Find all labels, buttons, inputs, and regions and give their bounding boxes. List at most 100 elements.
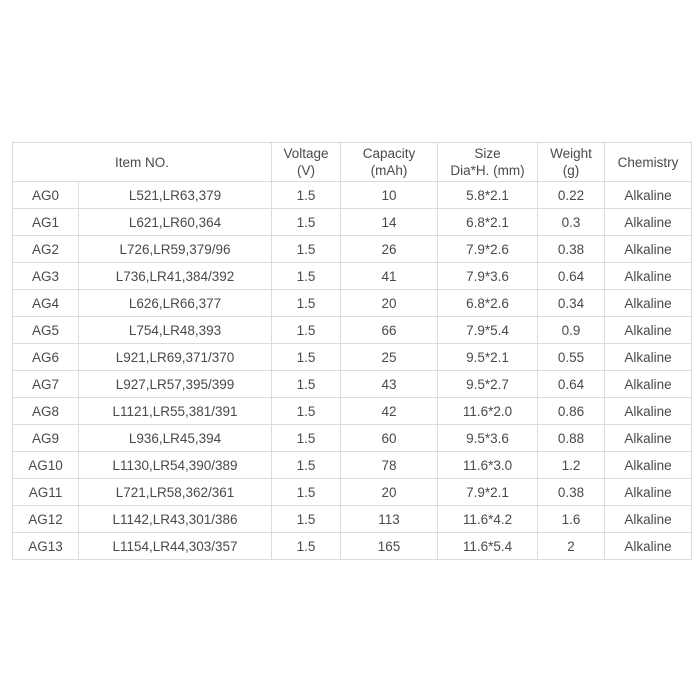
cell-weight: 0.88 bbox=[537, 424, 606, 452]
cell-weight: 2 bbox=[537, 532, 606, 560]
table-row: AG12 L1142,LR43,301/386 1.5 113 11.6*4.2 1.6 A… bbox=[12, 505, 693, 533]
cell-voltage: 1.5 bbox=[271, 424, 342, 452]
table-row: AG4 L626,LR66,377 1.5 20 6.8*2.6 0.34 Alkaline bbox=[12, 289, 693, 317]
cell-size: 9.5*3.6 bbox=[437, 424, 539, 452]
cell-model: AG13 bbox=[12, 532, 79, 560]
cell-size: 7.9*5.4 bbox=[437, 316, 539, 344]
cell-equivalents: L927,LR57,395/399 bbox=[77, 370, 273, 398]
cell-equivalents: L754,LR48,393 bbox=[77, 316, 273, 344]
cell-model: AG11 bbox=[12, 478, 79, 506]
cell-capacity: 14 bbox=[340, 208, 439, 236]
cell-capacity: 113 bbox=[340, 505, 439, 533]
cell-model: AG1 bbox=[12, 208, 79, 236]
cell-model: AG9 bbox=[12, 424, 79, 452]
cell-weight: 0.22 bbox=[537, 181, 606, 209]
cell-voltage: 1.5 bbox=[271, 343, 342, 371]
cell-size: 11.6*3.0 bbox=[437, 451, 539, 479]
cell-weight: 1.2 bbox=[537, 451, 606, 479]
cell-weight: 0.55 bbox=[537, 343, 606, 371]
cell-capacity: 26 bbox=[340, 235, 439, 263]
cell-chemistry: Alkaline bbox=[604, 532, 693, 560]
cell-model: AG7 bbox=[12, 370, 79, 398]
table-row: AG7 L927,LR57,395/399 1.5 43 9.5*2.7 0.64 Alka… bbox=[12, 370, 693, 398]
cell-chemistry: Alkaline bbox=[604, 478, 693, 506]
table-row: AG11 L721,LR58,362/361 1.5 20 7.9*2.1 0.38 Alk… bbox=[12, 478, 693, 506]
table-row: AG13 L1154,LR44,303/357 1.5 165 11.6*5.4 2 Alk… bbox=[12, 532, 693, 560]
table-row: AG3 L736,LR41,384/392 1.5 41 7.9*3.6 0.64 Alka… bbox=[12, 262, 693, 290]
cell-model: AG6 bbox=[12, 343, 79, 371]
battery-spec-table: Item NO. Voltage (V) Capacity (mAh) Size Di… bbox=[11, 142, 693, 560]
cell-chemistry: Alkaline bbox=[604, 397, 693, 425]
cell-model: AG12 bbox=[12, 505, 79, 533]
cell-capacity: 25 bbox=[340, 343, 439, 371]
cell-capacity: 43 bbox=[340, 370, 439, 398]
cell-voltage: 1.5 bbox=[271, 181, 342, 209]
cell-weight: 1.6 bbox=[537, 505, 606, 533]
cell-size: 9.5*2.1 bbox=[437, 343, 539, 371]
cell-size: 5.8*2.1 bbox=[437, 181, 539, 209]
cell-chemistry: Alkaline bbox=[604, 343, 693, 371]
cell-weight: 0.86 bbox=[537, 397, 606, 425]
cell-equivalents: L721,LR58,362/361 bbox=[77, 478, 273, 506]
cell-voltage: 1.5 bbox=[271, 397, 342, 425]
header-size: Size Dia*H. (mm) bbox=[437, 142, 539, 182]
header-row: Item NO. Voltage (V) Capacity (mAh) Size Di… bbox=[11, 142, 693, 182]
table-body: AG0 L521,LR63,379 1.5 10 5.8*2.1 0.22 Alkaline… bbox=[12, 181, 693, 560]
cell-capacity: 20 bbox=[340, 478, 439, 506]
cell-chemistry: Alkaline bbox=[604, 262, 693, 290]
cell-model: AG4 bbox=[12, 289, 79, 317]
table-row: AG6 L921,LR69,371/370 1.5 25 9.5*2.1 0.55 Alka… bbox=[12, 343, 693, 371]
cell-equivalents: L626,LR66,377 bbox=[77, 289, 273, 317]
cell-chemistry: Alkaline bbox=[604, 451, 693, 479]
cell-weight: 0.34 bbox=[537, 289, 606, 317]
cell-voltage: 1.5 bbox=[271, 451, 342, 479]
cell-voltage: 1.5 bbox=[271, 208, 342, 236]
cell-equivalents: L726,LR59,379/96 bbox=[77, 235, 273, 263]
table-row: AG1 L621,LR60,364 1.5 14 6.8*2.1 0.3 Alkaline bbox=[12, 208, 693, 236]
cell-voltage: 1.5 bbox=[271, 505, 342, 533]
cell-equivalents: L921,LR69,371/370 bbox=[77, 343, 273, 371]
cell-size: 6.8*2.1 bbox=[437, 208, 539, 236]
cell-size: 9.5*2.7 bbox=[437, 370, 539, 398]
cell-weight: 0.3 bbox=[537, 208, 606, 236]
cell-size: 11.6*4.2 bbox=[437, 505, 539, 533]
header-item-no: Item NO. bbox=[11, 142, 273, 182]
cell-equivalents: L1154,LR44,303/357 bbox=[77, 532, 273, 560]
cell-capacity: 165 bbox=[340, 532, 439, 560]
table-row: AG9 L936,LR45,394 1.5 60 9.5*3.6 0.88 Alkaline bbox=[12, 424, 693, 452]
cell-voltage: 1.5 bbox=[271, 235, 342, 263]
header-weight: Weight (g) bbox=[537, 142, 606, 182]
cell-model: AG5 bbox=[12, 316, 79, 344]
cell-capacity: 78 bbox=[340, 451, 439, 479]
cell-weight: 0.64 bbox=[537, 262, 606, 290]
cell-equivalents: L521,LR63,379 bbox=[77, 181, 273, 209]
cell-weight: 0.38 bbox=[537, 478, 606, 506]
header-voltage-label: Voltage bbox=[283, 146, 329, 161]
header-capacity: Capacity (mAh) bbox=[340, 142, 439, 182]
cell-chemistry: Alkaline bbox=[604, 316, 693, 344]
cell-model: AG2 bbox=[12, 235, 79, 263]
cell-weight: 0.38 bbox=[537, 235, 606, 263]
cell-size: 7.9*2.6 bbox=[437, 235, 539, 263]
header-voltage-unit: (V) bbox=[297, 163, 316, 178]
cell-equivalents: L736,LR41,384/392 bbox=[77, 262, 273, 290]
cell-size: 6.8*2.6 bbox=[437, 289, 539, 317]
cell-size: 11.6*2.0 bbox=[437, 397, 539, 425]
cell-chemistry: Alkaline bbox=[604, 208, 693, 236]
table-row: AG5 L754,LR48,393 1.5 66 7.9*5.4 0.9 Alkaline bbox=[12, 316, 693, 344]
cell-chemistry: Alkaline bbox=[604, 235, 693, 263]
cell-voltage: 1.5 bbox=[271, 289, 342, 317]
cell-chemistry: Alkaline bbox=[604, 181, 693, 209]
cell-capacity: 41 bbox=[340, 262, 439, 290]
cell-equivalents: L1121,LR55,381/391 bbox=[77, 397, 273, 425]
header-capacity-unit: (mAh) bbox=[370, 163, 408, 178]
header-weight-unit: (g) bbox=[562, 163, 580, 178]
header-weight-label: Weight bbox=[550, 146, 592, 161]
cell-equivalents: L1130,LR54,390/389 bbox=[77, 451, 273, 479]
cell-size: 7.9*3.6 bbox=[437, 262, 539, 290]
header-size-unit: Dia*H. (mm) bbox=[450, 163, 525, 178]
header-capacity-label: Capacity bbox=[362, 146, 416, 161]
cell-weight: 0.9 bbox=[537, 316, 606, 344]
cell-voltage: 1.5 bbox=[271, 262, 342, 290]
cell-model: AG10 bbox=[12, 451, 79, 479]
